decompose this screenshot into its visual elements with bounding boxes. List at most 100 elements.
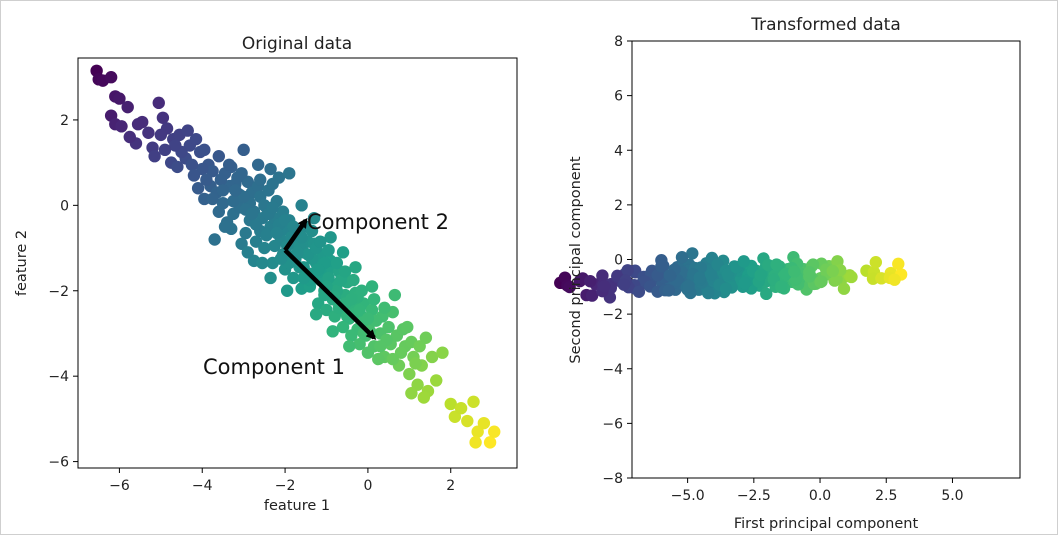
left-data-point <box>471 425 484 438</box>
right-data-point <box>754 268 767 282</box>
right-data-point <box>682 279 695 293</box>
left-data-point <box>245 207 259 221</box>
component-1-label: Component 1 <box>203 355 345 379</box>
right-data-point <box>826 264 839 278</box>
left-data-point <box>270 226 283 240</box>
right-y-tick-label: −8 <box>602 471 623 487</box>
right-data-point <box>663 269 677 282</box>
left-data-point <box>349 261 362 274</box>
left-data-point <box>287 220 300 233</box>
left-y-tick-label: −2 <box>48 284 69 300</box>
left-data-point <box>343 340 356 353</box>
right-data-point <box>737 255 750 268</box>
left-points-layer <box>90 64 501 449</box>
left-data-point <box>378 301 391 315</box>
right-x-tick-label: 5.0 <box>941 488 963 504</box>
right-data-point <box>738 276 751 290</box>
right-data-point <box>719 282 733 295</box>
right-data-point <box>803 266 816 279</box>
left-data-point <box>361 312 375 325</box>
left-data-point <box>218 220 232 233</box>
left-data-point <box>156 111 170 124</box>
left-data-point <box>158 143 172 157</box>
left-data-point <box>198 143 211 157</box>
left-data-point <box>347 273 360 287</box>
left-x-tick-label: 2 <box>446 478 455 494</box>
right-data-point <box>584 274 597 288</box>
left-data-point <box>386 352 399 366</box>
left-data-point <box>461 414 474 428</box>
left-data-point <box>336 320 350 334</box>
left-x-tick-label: −6 <box>109 478 130 494</box>
left-data-point <box>483 436 497 449</box>
right-data-point <box>596 269 609 282</box>
left-data-point <box>189 132 203 146</box>
left-data-point <box>280 284 294 297</box>
left-data-point <box>322 243 335 257</box>
left-data-point <box>256 256 269 270</box>
left-data-point <box>148 150 161 163</box>
left-x-ticks: −6 −4 −2 0 2 <box>109 468 455 494</box>
left-plot-frame <box>77 57 518 469</box>
left-data-point <box>208 233 221 246</box>
right-y-tick-label: 8 <box>614 34 623 50</box>
left-data-point <box>374 340 387 353</box>
component-1-arrow <box>283 248 377 340</box>
right-data-point <box>617 278 631 291</box>
right-y-tick-label: 2 <box>614 198 623 214</box>
right-y-tick-label: 6 <box>614 89 623 105</box>
right-y-tick-label: 4 <box>614 143 623 159</box>
left-data-point <box>345 329 358 342</box>
right-data-point <box>563 280 576 294</box>
left-data-point <box>169 139 182 152</box>
right-data-point <box>837 282 851 295</box>
left-data-point <box>115 120 128 133</box>
left-data-point <box>365 280 379 293</box>
left-data-point <box>185 158 199 171</box>
left-data-point <box>305 224 319 238</box>
right-x-axis-label: First principal component <box>734 516 919 532</box>
left-data-point <box>361 346 375 359</box>
right-data-point <box>585 289 599 302</box>
right-y-tick-label: −2 <box>602 307 623 323</box>
left-data-point <box>287 271 300 285</box>
left-data-point <box>104 71 118 84</box>
right-data-point <box>655 260 668 273</box>
right-data-point <box>686 247 699 260</box>
left-x-axis-label: feature 1 <box>264 498 330 514</box>
left-data-point <box>326 325 339 338</box>
left-data-point <box>355 284 368 297</box>
left-data-point <box>241 246 255 259</box>
left-data-point <box>191 182 205 195</box>
right-y-tick-label: −6 <box>602 416 623 432</box>
left-y-tick-label: 0 <box>60 198 69 214</box>
left-data-point <box>171 160 184 174</box>
right-data-point <box>760 287 773 301</box>
right-data-point <box>869 256 883 269</box>
left-plot-title: Original data <box>242 34 352 54</box>
left-data-point <box>268 239 281 253</box>
left-data-point <box>258 241 271 255</box>
left-data-point <box>467 395 480 409</box>
left-data-point <box>403 367 416 381</box>
left-data-point <box>237 143 250 157</box>
right-x-tick-label: 2.5 <box>875 488 897 504</box>
left-data-point <box>181 124 194 137</box>
left-data-point <box>212 205 226 218</box>
right-data-point <box>788 265 801 278</box>
left-data-point <box>254 173 267 186</box>
right-plot: −5.0 −2.5 0.0 2.5 5.0 −8 −6 −4 −2 0 2 4 6 8 Transfor… <box>554 15 1021 532</box>
component-2-arrow <box>283 217 308 252</box>
left-x-tick-label: −4 <box>192 478 213 494</box>
right-plot-title: Transformed data <box>750 15 901 35</box>
left-data-point <box>260 229 273 242</box>
right-data-point <box>693 271 706 284</box>
right-points-layer <box>554 247 908 304</box>
left-data-point <box>388 288 402 302</box>
left-x-tick-label: −2 <box>275 478 296 494</box>
left-data-point <box>314 235 327 248</box>
left-data-point <box>123 130 136 144</box>
left-y-tick-label: −6 <box>48 455 69 471</box>
right-data-point <box>704 268 718 281</box>
